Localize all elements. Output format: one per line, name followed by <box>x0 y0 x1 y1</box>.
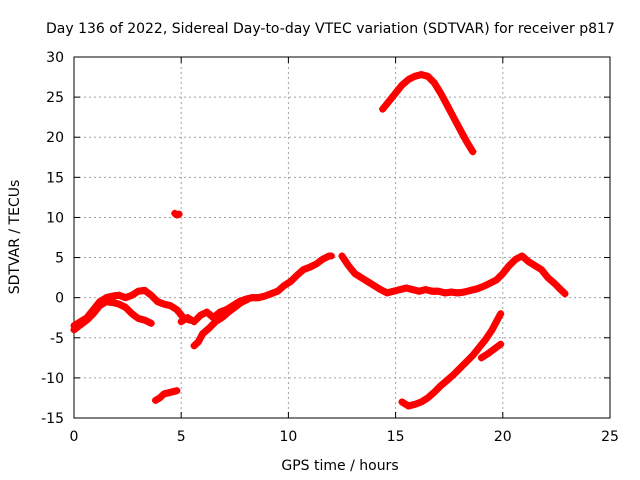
y-tick-label: 0 <box>55 291 64 307</box>
y-tick-label: 5 <box>55 251 64 267</box>
plot-frame <box>73 56 611 419</box>
x-tick-marks: 0 5 10 15 20 25 <box>70 57 619 445</box>
y-tick-label: -10 <box>41 371 64 387</box>
y-tick-label: 15 <box>46 170 64 186</box>
data-point <box>244 295 252 303</box>
series-isolated-point <box>171 209 183 219</box>
series-arc-high <box>379 71 477 156</box>
series-rising-arc <box>398 310 505 410</box>
series-main-band-c <box>177 252 335 326</box>
y-axis-title: SDTVAR / TECUs <box>7 180 23 295</box>
x-tick-label: 15 <box>387 429 405 445</box>
data-point <box>496 341 504 349</box>
series-band <box>379 71 477 156</box>
x-tick-label: 20 <box>494 429 512 445</box>
y-tick-label: -5 <box>50 331 64 347</box>
y-tick-marks: -15 -10 -5 0 5 10 15 20 25 30 <box>41 50 610 427</box>
y-tick-label: -15 <box>41 411 64 427</box>
data-point <box>561 290 569 298</box>
y-tick-label: 20 <box>46 130 64 146</box>
data-point <box>469 148 477 156</box>
y-tick-label: 25 <box>46 90 64 106</box>
data-layer <box>70 71 569 410</box>
data-point <box>497 340 505 348</box>
grid <box>74 57 610 418</box>
x-axis-title: GPS time / hours <box>281 458 398 474</box>
x-tick-label: 0 <box>70 429 79 445</box>
x-tick-label: 10 <box>279 429 297 445</box>
series-main-band-d <box>190 295 252 350</box>
data-point <box>497 310 505 318</box>
data-point <box>487 327 495 335</box>
chart-title: Day 136 of 2022, Sidereal Day-to-day VTE… <box>46 21 615 37</box>
y-tick-label: 10 <box>46 210 64 226</box>
series-main-band-e <box>338 252 569 298</box>
y-tick-label: 30 <box>46 50 64 66</box>
series-short-segment <box>477 340 505 362</box>
data-point <box>327 252 335 260</box>
data-point <box>147 319 155 327</box>
data-point <box>175 210 183 218</box>
series-low-segment <box>151 387 181 404</box>
x-tick-label: 25 <box>601 429 619 445</box>
x-tick-label: 5 <box>177 429 186 445</box>
data-point <box>173 387 181 395</box>
series-main-band-b <box>70 298 155 334</box>
series-band <box>398 310 505 410</box>
